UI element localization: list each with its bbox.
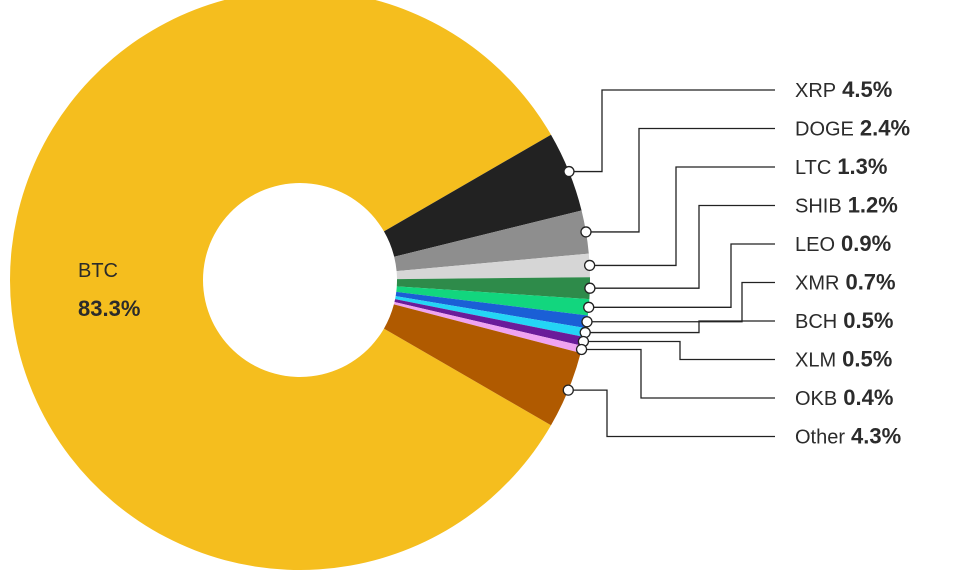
slice-label-value: 83.3% [78, 296, 140, 321]
slice-xlm [394, 299, 585, 346]
leader-line-other [568, 389, 775, 438]
slice-label-value: 0.7% [845, 270, 895, 295]
slice-label-value: 1.2% [848, 193, 898, 218]
slice-label-xlm: XLM 0.5% [795, 347, 892, 372]
slice-okb [393, 302, 583, 354]
slice-label-value: 0.4% [843, 385, 893, 410]
slice-label-name: LTC [795, 157, 831, 179]
slice-label-value: 0.5% [842, 347, 892, 372]
slice-label-value: 0.5% [843, 308, 893, 333]
slice-label-doge: DOGE 2.4% [795, 116, 910, 141]
slice-label-leo: LEO 0.9% [795, 231, 891, 256]
leader-line-bch [585, 320, 775, 334]
slice-btc [10, 0, 551, 570]
slice-label-name: OKB [795, 388, 837, 410]
slice-label-name: XRP [795, 80, 836, 102]
leader-dot-leo [583, 301, 595, 313]
leader-dot-shib [584, 282, 596, 294]
slice-ltc [396, 253, 590, 280]
leader-dot-bch [579, 326, 591, 339]
leader-line-okb [581, 348, 775, 399]
slice-label-name: BTC [78, 260, 118, 282]
leader-dot-other [562, 384, 574, 396]
leader-dot-okb [575, 343, 588, 356]
slice-label-value: 4.5% [842, 77, 892, 102]
slice-label-other: Other 4.3% [795, 424, 901, 449]
slice-label-name: XLM [795, 350, 836, 372]
slice-label-name: XMR [795, 273, 839, 295]
slice-label-name: Other [795, 427, 845, 449]
slice-other [383, 304, 581, 426]
slice-label-shib: SHIB 1.2% [795, 193, 898, 218]
leader-dot-xmr [581, 316, 593, 328]
slice-group [10, 0, 590, 570]
slice-label-value: 0.9% [841, 231, 891, 256]
slice-leo [396, 286, 590, 316]
leader-line-xmr [586, 281, 775, 323]
slice-label-xmr: XMR 0.7% [795, 270, 896, 295]
main-slice-label: BTC 83.3% [78, 260, 140, 321]
slice-label-value: 2.4% [860, 116, 910, 141]
slice-label-bch: BCH 0.5% [795, 308, 893, 333]
leader-line-ltc [589, 166, 775, 267]
slice-label-name: BCH [795, 311, 837, 333]
slice-bch [395, 296, 586, 338]
leader-line-shib [589, 204, 775, 289]
leader-dot-xrp [563, 165, 575, 178]
slice-label-name: LEO [795, 234, 835, 256]
slice-label-name: SHIB [795, 196, 842, 218]
slice-shib [396, 277, 590, 300]
leader-dot-doge [580, 226, 592, 238]
slice-doge [394, 210, 589, 272]
slice-label-ltc: LTC 1.3% [795, 154, 887, 179]
leader-line-xrp [568, 89, 775, 173]
slice-label-name: DOGE [795, 119, 854, 141]
leader-dot-ltc [583, 259, 596, 272]
slice-label-xrp: XRP 4.5% [795, 77, 892, 102]
slice-label-value: 1.3% [837, 154, 887, 179]
slice-xrp [383, 134, 582, 257]
label-group: XRP 4.5%DOGE 2.4%LTC 1.3%SHIB 1.2%LEO 0.9%XMR… [795, 77, 910, 449]
slice-xmr [395, 291, 588, 329]
slice-label-value: 4.3% [851, 424, 901, 449]
slice-label-okb: OKB 0.4% [795, 385, 893, 410]
leader-line-xlm [583, 340, 775, 361]
leader-line-leo [588, 243, 775, 308]
leader-group [562, 89, 775, 438]
leader-line-doge [585, 127, 775, 233]
